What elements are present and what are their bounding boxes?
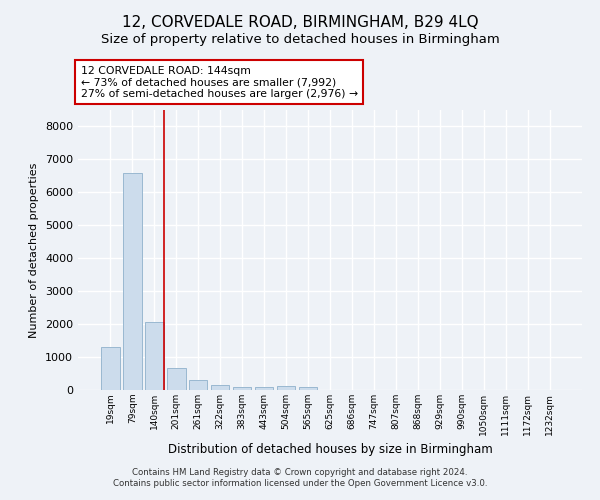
Bar: [167, 368, 185, 390]
Y-axis label: Number of detached properties: Number of detached properties: [29, 162, 40, 338]
Bar: [299, 388, 317, 390]
Text: 12, CORVEDALE ROAD, BIRMINGHAM, B29 4LQ: 12, CORVEDALE ROAD, BIRMINGHAM, B29 4LQ: [122, 15, 478, 30]
Bar: [189, 380, 208, 390]
Text: Contains HM Land Registry data © Crown copyright and database right 2024.
Contai: Contains HM Land Registry data © Crown c…: [113, 468, 487, 487]
Bar: [145, 322, 164, 390]
Bar: [233, 387, 251, 390]
Bar: [101, 347, 119, 390]
Text: Size of property relative to detached houses in Birmingham: Size of property relative to detached ho…: [101, 32, 499, 46]
X-axis label: Distribution of detached houses by size in Birmingham: Distribution of detached houses by size …: [167, 443, 493, 456]
Bar: [123, 173, 142, 390]
Bar: [277, 386, 295, 390]
Text: 12 CORVEDALE ROAD: 144sqm
← 73% of detached houses are smaller (7,992)
27% of se: 12 CORVEDALE ROAD: 144sqm ← 73% of detac…: [80, 66, 358, 99]
Bar: [211, 386, 229, 390]
Bar: [255, 388, 274, 390]
